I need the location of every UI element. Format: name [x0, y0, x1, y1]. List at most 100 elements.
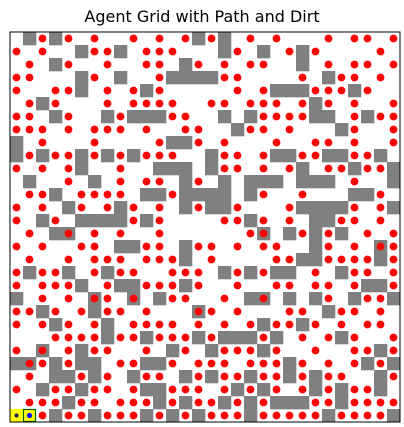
- dirt-dot: [38, 190, 47, 199]
- dirt-dot: [246, 359, 255, 368]
- dirt-dot: [350, 242, 359, 251]
- dirt-dot: [194, 320, 203, 329]
- dirt-dot: [51, 99, 60, 108]
- obstacle-cell: [114, 45, 128, 59]
- dirt-dot: [376, 359, 385, 368]
- obstacle-cell: [179, 253, 193, 267]
- dirt-dot: [90, 73, 99, 82]
- dirt-dot: [51, 86, 60, 95]
- dirt-dot: [272, 372, 281, 381]
- dirt-dot: [155, 177, 164, 186]
- obstacle-cell: [192, 71, 206, 85]
- dirt-dot: [324, 255, 333, 264]
- dirt-dot: [350, 112, 359, 121]
- obstacle-cell: [114, 71, 128, 85]
- dirt-dot: [285, 320, 294, 329]
- obstacle-cell: [179, 58, 193, 72]
- dirt-dot: [12, 320, 21, 329]
- obstacle-cell: [114, 240, 128, 254]
- dirt-dot: [220, 346, 229, 355]
- dirt-dot: [12, 86, 21, 95]
- obstacle-cell: [23, 266, 37, 280]
- dirt-dot: [168, 255, 177, 264]
- obstacle-cell: [218, 266, 232, 280]
- obstacle-cell: [335, 396, 349, 410]
- dirt-dot: [207, 398, 216, 407]
- dirt-dot: [337, 411, 346, 420]
- dirt-dot: [376, 320, 385, 329]
- obstacle-cell: [75, 357, 89, 371]
- dirt-dot: [259, 411, 268, 420]
- dirt-dot: [350, 281, 359, 290]
- dirt-dot: [25, 229, 34, 238]
- obstacle-cell: [322, 175, 336, 189]
- obstacle-cell: [283, 370, 297, 384]
- obstacle-cell: [374, 370, 388, 384]
- dirt-dot: [64, 346, 73, 355]
- dirt-dot: [233, 372, 242, 381]
- obstacle-cell: [88, 175, 102, 189]
- dirt-dot: [363, 86, 372, 95]
- dirt-dot: [272, 255, 281, 264]
- obstacle-cell: [387, 357, 401, 371]
- obstacle-cell: [283, 84, 297, 98]
- dirt-dot: [38, 398, 47, 407]
- dirt-dot: [272, 138, 281, 147]
- dirt-dot: [168, 281, 177, 290]
- dirt-dot: [233, 268, 242, 277]
- obstacle-cell: [374, 279, 388, 293]
- dirt-dot: [259, 86, 268, 95]
- obstacle-cell: [387, 409, 401, 423]
- dirt-dot: [220, 359, 229, 368]
- obstacle-cell: [153, 383, 167, 397]
- obstacle-cell: [205, 201, 219, 215]
- dirt-dot: [90, 385, 99, 394]
- dirt-dot: [168, 268, 177, 277]
- dirt-dot: [350, 255, 359, 264]
- dirt-dot: [298, 411, 307, 420]
- dirt-dot: [376, 47, 385, 56]
- dirt-dot: [337, 372, 346, 381]
- dirt-dot: [311, 268, 320, 277]
- obstacle-cell: [218, 45, 232, 59]
- obstacle-cell: [153, 396, 167, 410]
- dirt-dot: [350, 411, 359, 420]
- dirt-dot: [51, 385, 60, 394]
- obstacle-cell: [10, 149, 24, 163]
- dirt-dot: [259, 164, 268, 173]
- obstacle-cell: [257, 383, 271, 397]
- dirt-dot: [142, 320, 151, 329]
- dirt-dot: [51, 151, 60, 160]
- obstacle-cell: [218, 331, 232, 345]
- dirt-dot: [272, 359, 281, 368]
- dirt-dot: [298, 112, 307, 121]
- dirt-dot: [103, 47, 112, 56]
- dirt-dot: [103, 307, 112, 316]
- dirt-dot: [181, 333, 190, 342]
- dirt-dot: [311, 281, 320, 290]
- dirt-dot: [90, 34, 99, 43]
- obstacle-cell: [296, 45, 310, 59]
- dirt-dot: [324, 372, 333, 381]
- dirt-dot: [12, 203, 21, 212]
- dirt-dot: [350, 60, 359, 69]
- obstacle-cell: [140, 188, 154, 202]
- dirt-dot: [116, 190, 125, 199]
- dirt-dot: [233, 216, 242, 225]
- dirt-dot: [142, 177, 151, 186]
- obstacle-cell: [127, 370, 141, 384]
- dirt-dot: [298, 151, 307, 160]
- obstacle-cell: [296, 58, 310, 72]
- dirt-dot: [233, 398, 242, 407]
- dirt-dot: [233, 307, 242, 316]
- dirt-dot: [77, 203, 86, 212]
- dirt-dot: [233, 86, 242, 95]
- dirt-dot: [207, 34, 216, 43]
- dirt-dot: [363, 346, 372, 355]
- dirt-dot: [363, 164, 372, 173]
- dirt-dot: [116, 112, 125, 121]
- obstacle-cell: [335, 227, 349, 241]
- dirt-dot: [142, 346, 151, 355]
- dirt-dot: [25, 255, 34, 264]
- dirt-dot: [90, 255, 99, 264]
